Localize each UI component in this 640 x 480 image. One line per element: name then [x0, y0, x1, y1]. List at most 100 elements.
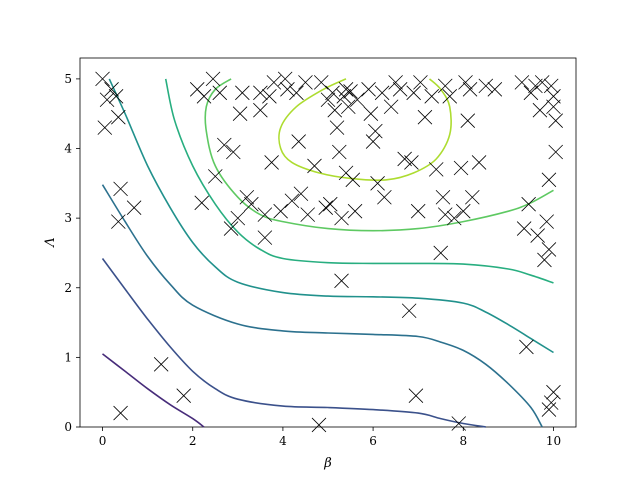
sample-marker — [108, 89, 124, 104]
sample-marker — [543, 78, 559, 94]
sample-marker — [280, 82, 295, 97]
sample-marker — [329, 120, 345, 135]
contour-line-6 — [204, 78, 554, 232]
sample-marker — [277, 71, 293, 87]
sample-marker — [327, 102, 343, 118]
sample-marker — [437, 207, 453, 222]
sample-marker — [341, 99, 356, 115]
sample-marker — [325, 85, 340, 101]
sample-marker — [212, 85, 228, 101]
sample-marker — [370, 176, 385, 191]
sample-marker — [397, 151, 412, 167]
sample-marker — [546, 89, 561, 104]
sample-marker — [99, 92, 115, 108]
sample-marker — [320, 92, 336, 108]
sample-marker — [516, 221, 532, 236]
sample-marker — [226, 144, 241, 160]
sample-marker — [153, 357, 169, 372]
sample-marker — [104, 82, 119, 97]
sample-marker — [406, 85, 421, 101]
sample-marker — [264, 155, 279, 170]
sample-marker — [363, 106, 379, 121]
sample-marker — [368, 123, 383, 139]
sample-marker — [543, 395, 559, 410]
sample-marker — [408, 388, 424, 403]
sample-marker — [521, 196, 536, 212]
contour-line-3 — [101, 184, 543, 428]
sample-marker — [532, 102, 548, 118]
sample-marker — [433, 245, 449, 261]
sample-marker — [365, 134, 381, 149]
contour-line-2 — [101, 258, 486, 428]
contour-lines — [101, 78, 554, 428]
sample-marker — [284, 193, 300, 209]
sample-marker — [262, 89, 277, 104]
sample-marker — [546, 384, 561, 400]
sample-marker — [217, 137, 232, 153]
sample-marker — [546, 99, 561, 115]
sample-marker — [530, 228, 545, 243]
y-tick-label: 4 — [64, 142, 72, 156]
sample-marker — [300, 207, 315, 222]
sample-marker — [392, 82, 408, 97]
sample-marker — [194, 195, 210, 211]
sample-marker — [244, 196, 259, 212]
sample-marker — [257, 230, 273, 245]
sample-marker — [478, 78, 494, 94]
contour-line-4 — [108, 78, 554, 354]
contour-line-7 — [278, 78, 452, 181]
sample-marker — [343, 84, 358, 99]
sample-marker — [388, 75, 403, 90]
y-tick-label: 3 — [64, 211, 72, 225]
sample-marker — [331, 144, 347, 160]
sample-marker — [311, 417, 327, 433]
y-axis-ticks: 0 1 2 3 4 5 — [64, 72, 80, 434]
sample-marker — [487, 82, 503, 97]
sample-marker — [442, 89, 458, 104]
sample-marker — [334, 273, 349, 289]
sample-marker — [113, 181, 128, 197]
sample-marker — [534, 75, 550, 90]
sample-marker — [383, 99, 399, 115]
sample-marker — [446, 210, 462, 226]
sample-marker — [207, 169, 223, 184]
sample-markers — [95, 71, 563, 433]
y-tick-label: 2 — [64, 281, 72, 295]
sample-marker — [374, 85, 390, 101]
sample-marker — [528, 78, 543, 94]
sample-marker — [539, 214, 554, 229]
sample-marker — [435, 189, 451, 205]
sample-marker — [541, 242, 557, 257]
sample-marker — [318, 200, 334, 215]
contour-line-1 — [102, 353, 205, 428]
sample-marker — [347, 203, 363, 219]
sample-marker — [322, 196, 338, 212]
sample-marker — [424, 89, 439, 104]
sample-marker — [437, 78, 453, 94]
sample-marker — [291, 134, 306, 149]
sample-marker — [97, 120, 113, 135]
sample-marker — [273, 203, 288, 219]
x-tick-label: 2 — [189, 434, 197, 448]
sample-marker — [428, 162, 444, 177]
sample-marker — [523, 85, 539, 101]
sample-marker — [453, 160, 469, 176]
sample-marker — [338, 165, 354, 181]
sample-marker — [298, 75, 313, 90]
sample-marker — [537, 252, 552, 268]
x-axis-label: β — [323, 456, 332, 471]
x-tick-label: 0 — [99, 434, 107, 448]
sample-marker — [413, 75, 428, 90]
sample-marker — [205, 71, 221, 87]
sample-marker — [235, 85, 250, 101]
sample-marker — [462, 82, 478, 97]
plot-area — [79, 57, 577, 428]
sample-marker — [176, 388, 191, 403]
sample-marker — [253, 102, 268, 118]
x-tick-label: 8 — [459, 434, 467, 448]
sample-marker — [257, 207, 273, 222]
sample-marker — [410, 203, 426, 219]
sample-marker — [232, 106, 248, 121]
sample-marker — [548, 113, 563, 128]
